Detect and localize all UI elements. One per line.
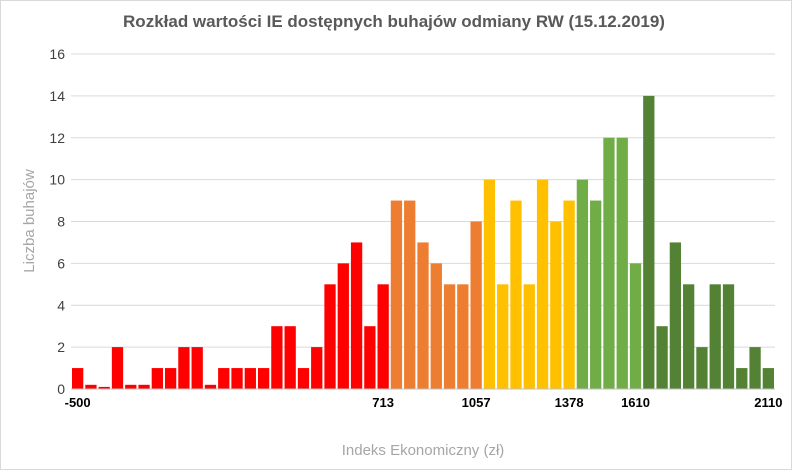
x-tick-label: 1057 <box>462 395 491 410</box>
bar <box>497 284 509 389</box>
bar <box>231 368 243 389</box>
bar <box>178 347 190 389</box>
bar <box>722 284 735 389</box>
bar <box>164 368 177 389</box>
bar <box>590 200 602 389</box>
y-tick-label: 2 <box>57 339 65 355</box>
bar <box>736 368 748 389</box>
bar <box>696 347 708 389</box>
bar <box>404 200 416 389</box>
bar <box>85 384 97 389</box>
x-tick-label: 1610 <box>621 395 650 410</box>
bar <box>111 347 124 389</box>
y-tick-label: 8 <box>57 214 65 230</box>
bar <box>669 242 682 389</box>
y-tick-label: 0 <box>57 381 65 397</box>
bar <box>98 386 110 389</box>
bar <box>510 200 522 389</box>
bar <box>550 221 562 389</box>
bar <box>457 284 469 389</box>
y-tick-label: 6 <box>57 255 65 271</box>
bar <box>749 347 761 389</box>
bar <box>284 326 296 389</box>
bar <box>324 284 336 389</box>
bar <box>204 384 217 389</box>
bar <box>443 284 456 389</box>
bars <box>72 95 774 389</box>
bar <box>683 284 695 389</box>
bar <box>125 384 137 389</box>
bar <box>151 368 163 389</box>
x-axis-label: Indeks Ekonomiczny (zł) <box>342 442 505 459</box>
bar <box>72 368 84 389</box>
bar <box>563 200 575 389</box>
bar <box>364 326 376 389</box>
bar <box>656 326 668 389</box>
y-axis-ticks: 0 2 4 6 8 10 12 14 16 <box>49 46 65 397</box>
bar <box>430 263 442 389</box>
bar <box>709 284 721 389</box>
y-tick-label: 14 <box>49 88 65 104</box>
bar <box>470 221 482 389</box>
x-tick-label: 713 <box>372 395 394 410</box>
bar <box>257 368 270 389</box>
bar <box>643 95 655 389</box>
bar <box>417 242 429 389</box>
bar <box>523 284 535 389</box>
chart-title: Rozkład wartości IE dostępnych buhajów o… <box>123 12 665 31</box>
bar <box>616 137 628 389</box>
bar <box>271 326 283 389</box>
bar <box>536 179 549 389</box>
bar <box>390 200 403 389</box>
y-tick-label: 10 <box>49 172 65 188</box>
bar <box>762 368 774 389</box>
bar <box>297 368 310 389</box>
x-axis-ticks: -500 713 1057 1378 1610 2110 <box>65 395 783 410</box>
bar <box>311 347 323 389</box>
bar <box>629 263 642 389</box>
bar <box>483 179 496 389</box>
bar <box>138 384 150 389</box>
y-tick-label: 12 <box>49 130 65 146</box>
bar <box>603 137 615 389</box>
bar <box>350 242 363 389</box>
x-tick-label: 2110 <box>754 395 782 410</box>
bar <box>244 368 256 389</box>
y-tick-label: 16 <box>49 46 65 62</box>
bar <box>576 179 589 389</box>
y-tick-label: 4 <box>57 297 65 313</box>
bar <box>191 347 203 389</box>
y-axis-label: Liczba buhajów <box>21 169 38 273</box>
bar <box>337 263 349 389</box>
bar <box>377 284 389 389</box>
x-tick-label: 1378 <box>555 395 584 410</box>
x-tick-label: -500 <box>65 395 91 410</box>
bar <box>218 368 230 389</box>
